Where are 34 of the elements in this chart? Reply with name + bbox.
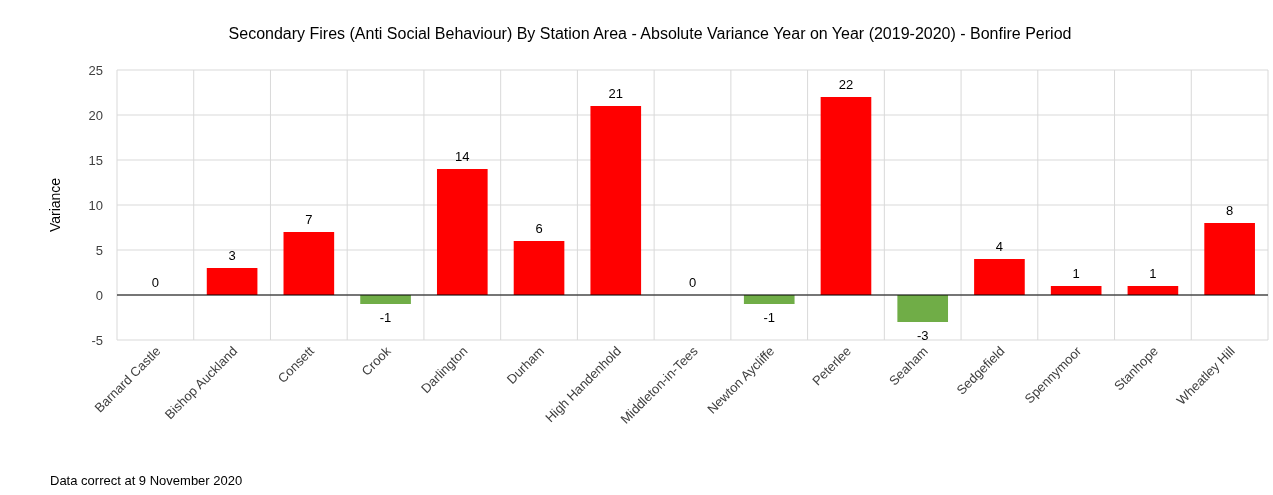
bar [1204,223,1255,295]
data-label: 8 [1226,203,1234,218]
data-label: 14 [455,149,470,164]
y-tick-label: 0 [95,287,103,303]
data-label: -1 [379,310,392,325]
y-tick-label: 10 [88,197,103,213]
bar [436,169,488,295]
data-label: 0 [151,275,159,290]
chart-title: Secondary Fires (Anti Social Behaviour) By Station Area - Absolute Variance Year on Year (2019-2020) - Bonfire Period [228,25,1072,42]
data-label: -1 [763,310,776,325]
y-axis-title: Variance [47,177,63,233]
bar [590,106,642,295]
data-label: 4 [995,239,1004,254]
data-label: 21 [608,86,623,101]
text: Data correct at 9 November 2020 [50,473,243,488]
bar [820,97,872,295]
data-label: 22 [838,77,854,92]
y-tick-label: 20 [88,107,103,123]
bar [513,241,565,295]
y-tick-label: 15 [88,152,103,168]
bar [974,259,1025,295]
y-tick-label: 5 [95,242,103,258]
data-label: 7 [305,212,313,227]
data-label: 1 [1072,266,1080,281]
bar [206,268,258,295]
data-label: -3 [916,328,929,343]
data-label: 6 [535,221,543,236]
data-label: 1 [1149,266,1157,281]
bar [897,295,949,322]
data-label: 0 [688,275,697,290]
y-tick-label: 25 [88,62,103,78]
bar [283,232,335,295]
y-tick-label: -5 [91,332,103,348]
data-label: 3 [228,248,236,263]
